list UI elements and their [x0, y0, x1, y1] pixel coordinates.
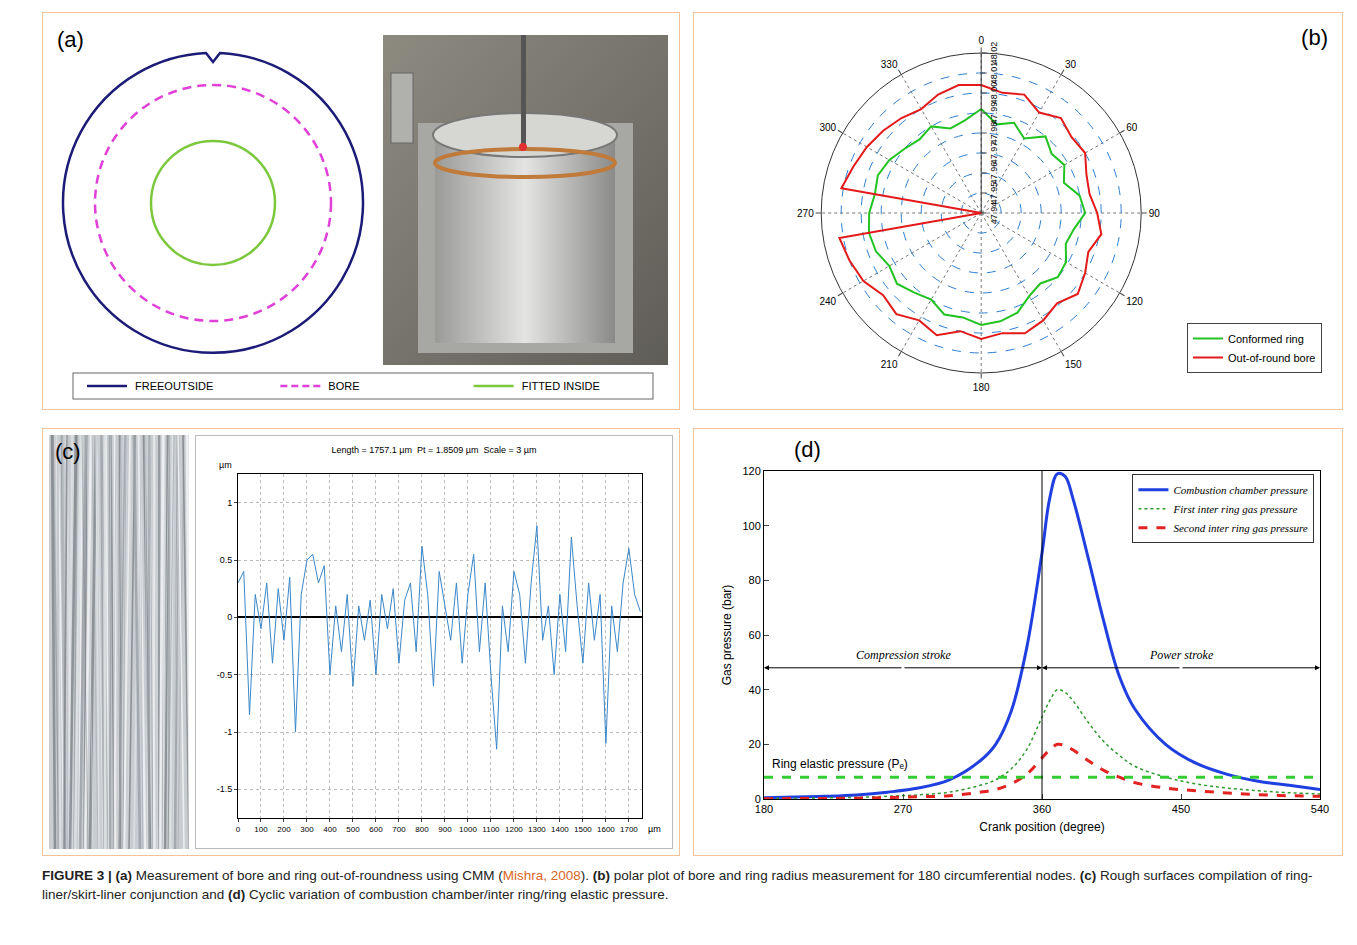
html-text:(b): (b): [1301, 25, 1328, 50]
svg-text:0: 0: [236, 825, 241, 834]
svg-text:Out-of-round bore: Out-of-round bore: [1228, 352, 1315, 364]
svg-text:Length = 1757.1 µm Pt = 1.850: Length = 1757.1 µm Pt = 1.8509 µm Scale …: [332, 445, 537, 455]
svg-text:500: 500: [346, 825, 360, 834]
html-text:FIGURE 3 | (a) Measurement of: FIGURE 3 | (a) Measurement of bore and r…: [42, 868, 1313, 902]
svg-text:-1.5: -1.5: [217, 784, 233, 794]
svg-text:48.00: 48.00: [990, 82, 1000, 105]
svg-text:540: 540: [1311, 803, 1329, 815]
svg-text:90: 90: [1149, 208, 1161, 219]
svg-text:Gas pressure (bar): Gas pressure (bar): [720, 585, 734, 686]
svg-text:FITTED INSIDE: FITTED INSIDE: [522, 380, 600, 392]
svg-text:80: 80: [749, 574, 761, 586]
svg-text:48.01: 48.01: [990, 62, 1000, 85]
svg-text:Conformed ring: Conformed ring: [1228, 333, 1304, 345]
svg-text:200: 200: [277, 825, 291, 834]
svg-text:270: 270: [894, 803, 912, 815]
svg-text:360: 360: [1033, 803, 1051, 815]
svg-text:300: 300: [300, 825, 314, 834]
svg-text:180: 180: [973, 382, 990, 393]
svg-text:450: 450: [1172, 803, 1190, 815]
svg-text:47.96: 47.96: [990, 162, 1000, 185]
svg-text:1000: 1000: [459, 825, 477, 834]
svg-text:400: 400: [323, 825, 337, 834]
svg-text:60: 60: [1126, 122, 1138, 133]
svg-text:1100: 1100: [482, 825, 500, 834]
svg-text:0: 0: [978, 35, 984, 46]
svg-text:150: 150: [1065, 359, 1082, 370]
svg-text:100: 100: [254, 825, 268, 834]
svg-text:First inter ring gas pressure: First inter ring gas pressure: [1172, 503, 1297, 515]
svg-text:1400: 1400: [551, 825, 569, 834]
svg-text:40: 40: [749, 684, 761, 696]
svg-text:48.02: 48.02: [990, 42, 1000, 65]
svg-text:330: 330: [881, 59, 898, 70]
svg-text:47.95: 47.95: [990, 182, 1000, 205]
svg-text:Compression stroke: Compression stroke: [856, 648, 951, 662]
svg-text:BORE: BORE: [328, 380, 359, 392]
svg-text:0.5: 0.5: [220, 555, 233, 565]
svg-text:47.99: 47.99: [990, 102, 1000, 125]
svg-text:210: 210: [881, 359, 898, 370]
svg-text:600: 600: [369, 825, 383, 834]
svg-text:47.98: 47.98: [990, 122, 1000, 145]
svg-text:300: 300: [819, 122, 836, 133]
svg-text:µm: µm: [648, 824, 661, 834]
svg-text:700: 700: [392, 825, 406, 834]
svg-text:60: 60: [749, 629, 761, 641]
svg-text:240: 240: [819, 296, 836, 307]
svg-text:0: 0: [755, 793, 761, 805]
svg-text:900: 900: [438, 825, 452, 834]
svg-text:1200: 1200: [505, 825, 523, 834]
svg-text:Crank position (degree): Crank position (degree): [979, 820, 1104, 834]
svg-text:µm: µm: [219, 460, 232, 470]
html-text:(d): (d): [794, 437, 821, 462]
svg-text:Power stroke: Power stroke: [1149, 648, 1214, 662]
svg-text:Second inter ring gas pressure: Second inter ring gas pressure: [1173, 522, 1307, 534]
svg-text:47.97: 47.97: [990, 142, 1000, 165]
svg-text:1700: 1700: [620, 825, 638, 834]
svg-text:FREEOUTSIDE: FREEOUTSIDE: [135, 380, 213, 392]
svg-text:270: 270: [797, 208, 814, 219]
svg-text:1300: 1300: [528, 825, 546, 834]
svg-text:47.94: 47.94: [990, 202, 1000, 225]
svg-text:-1: -1: [224, 727, 232, 737]
svg-text:800: 800: [415, 825, 429, 834]
svg-text:1: 1: [227, 498, 232, 508]
svg-text:100: 100: [742, 520, 760, 532]
svg-text:Combustion chamber pressure: Combustion chamber pressure: [1173, 484, 1307, 496]
svg-text:20: 20: [749, 738, 761, 750]
svg-text:120: 120: [1126, 296, 1143, 307]
html-text:(a): (a): [57, 27, 84, 52]
svg-text:-0.5: -0.5: [217, 670, 233, 680]
svg-text:1600: 1600: [597, 825, 615, 834]
svg-text:30: 30: [1065, 59, 1077, 70]
svg-text:180: 180: [755, 803, 773, 815]
html-text:(c): (c): [55, 439, 81, 464]
svg-text:0: 0: [227, 612, 232, 622]
svg-text:Ring elastic pressure (Pₑ): Ring elastic pressure (Pₑ): [772, 757, 908, 771]
svg-text:1500: 1500: [574, 825, 592, 834]
svg-text:120: 120: [742, 465, 760, 477]
